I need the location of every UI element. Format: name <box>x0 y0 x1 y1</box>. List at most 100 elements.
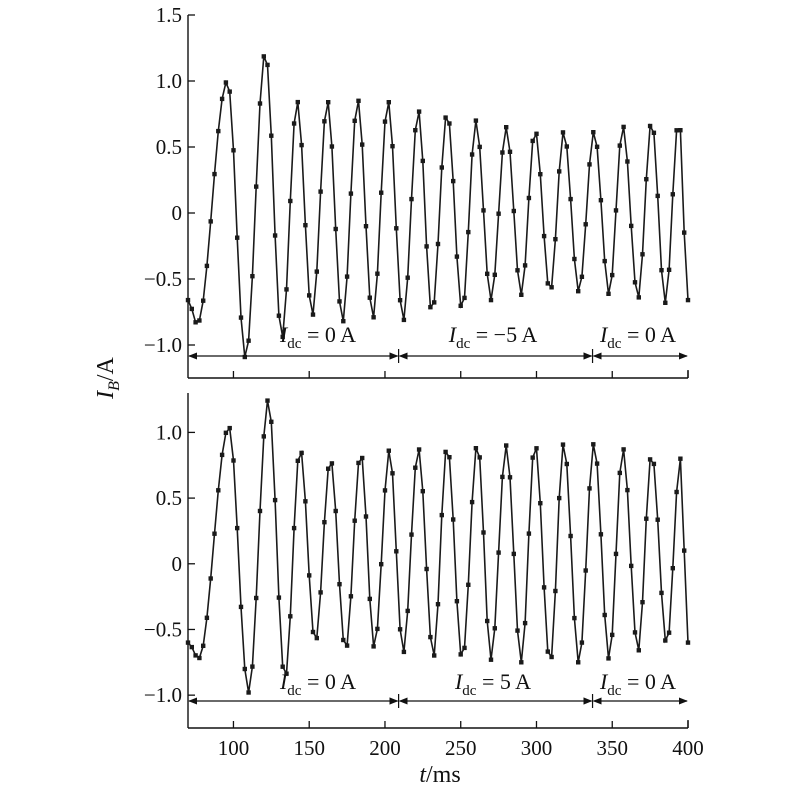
top-data-point <box>390 144 395 149</box>
top-data-point <box>379 190 384 195</box>
bottom-data-point <box>670 566 675 571</box>
bottom-data-point <box>636 648 641 653</box>
bottom-data-point <box>291 525 297 531</box>
bottom-data-point <box>185 640 191 645</box>
bottom-data-point <box>390 471 395 476</box>
top-data-point <box>201 298 206 303</box>
top-data-point <box>363 224 369 229</box>
top-data-point <box>337 299 342 304</box>
interval-label-value: = 0 A <box>301 322 356 347</box>
bottom-data-point <box>447 455 452 460</box>
top-data-point <box>276 313 282 318</box>
interval-label-value: = −5 A <box>470 322 537 347</box>
top-data-point <box>560 130 566 135</box>
top-data-point <box>526 195 532 201</box>
top-data-point <box>511 208 516 214</box>
top-data-point <box>481 208 486 213</box>
top-data-point <box>432 300 437 305</box>
top-data-point <box>405 275 410 280</box>
top-data-point <box>329 144 335 149</box>
top-data-point <box>682 230 687 235</box>
bottom-data-point <box>572 615 577 621</box>
top-data-point <box>549 285 554 290</box>
bottom-data-point <box>462 645 467 651</box>
bottom-data-point <box>246 690 251 695</box>
interval-label-value: = 0 A <box>621 669 676 694</box>
bottom-data-point <box>496 550 501 555</box>
bottom-data-point <box>526 531 532 536</box>
bottom-data-point <box>280 664 285 669</box>
bottom-data-point <box>314 635 319 641</box>
top-data-point <box>621 124 626 130</box>
top-data-point <box>185 297 191 303</box>
top-data-point <box>466 229 471 235</box>
bottom-data-point <box>451 517 456 522</box>
x-axis-label: t/ms <box>419 762 460 788</box>
x-axis-label-unit: /ms <box>426 762 461 788</box>
bottom-data-point <box>500 474 505 480</box>
bottom-data-point <box>265 398 270 403</box>
top-data-point <box>685 297 691 303</box>
top-data-point <box>530 138 535 144</box>
bottom-data-point <box>363 514 369 519</box>
bottom-interval-label: Idc = 0 A <box>599 669 676 699</box>
top-series-line <box>187 56 689 358</box>
top-data-point <box>326 100 331 105</box>
bottom-data-point <box>443 449 448 455</box>
top-data-point <box>613 208 619 213</box>
top-data-point <box>545 281 550 286</box>
top-data-point <box>485 271 490 276</box>
top-data-point <box>496 211 501 216</box>
bottom-data-point <box>488 657 494 662</box>
top-data-point <box>644 177 649 182</box>
bottom-data-point <box>515 628 520 633</box>
top-data-point <box>451 178 456 184</box>
top-series-markers <box>185 54 691 360</box>
bottom-data-point <box>223 430 229 435</box>
bottom-data-point <box>401 649 407 655</box>
top-data-point <box>647 123 653 129</box>
x-tick-label: 150 <box>293 736 325 760</box>
bottom-data-point <box>216 488 221 493</box>
bottom-data-point <box>530 455 535 460</box>
bottom-data-point <box>541 585 547 590</box>
top-data-point <box>310 312 316 317</box>
top-data-point <box>587 162 592 167</box>
bottom-data-point <box>371 644 376 649</box>
bottom-data-point <box>219 452 225 458</box>
top-data-point <box>663 300 668 305</box>
top-data-point <box>189 306 194 312</box>
top-data-point <box>288 198 293 204</box>
bottom-interval-label: Idc = 5 A <box>454 669 531 699</box>
top-data-point <box>265 62 270 68</box>
bottom-data-point <box>625 487 630 493</box>
bottom-data-point <box>326 466 331 471</box>
bottom-data-point <box>511 551 516 557</box>
x-tick-label: 200 <box>369 736 401 760</box>
bottom-data-point <box>341 637 346 643</box>
x-axis-label-symbol: t <box>419 762 427 788</box>
y-axis-label-symbol: I <box>93 390 119 400</box>
x-tick-label: 400 <box>672 736 704 760</box>
bottom-y-tick-label: −0.5 <box>144 617 182 641</box>
interval-label-subscript: dc <box>462 683 477 699</box>
bottom-data-point <box>242 666 247 672</box>
bottom-data-point <box>587 486 592 491</box>
top-data-point <box>238 315 244 320</box>
top-data-point <box>522 263 528 268</box>
top-data-point <box>591 130 596 135</box>
bottom-data-point <box>549 654 554 660</box>
bottom-data-point <box>610 632 615 638</box>
y-axis-label: IB/A <box>93 356 123 399</box>
top-data-point <box>333 226 338 232</box>
bottom-data-point <box>678 456 683 461</box>
interval-label-symbol: I <box>279 322 289 347</box>
top-data-point <box>272 233 278 238</box>
top-data-point <box>568 196 573 202</box>
top-data-point <box>477 144 482 150</box>
top-data-point <box>344 274 350 279</box>
top-data-point <box>352 118 357 123</box>
bottom-data-point <box>284 671 289 676</box>
bottom-data-point <box>538 501 543 506</box>
